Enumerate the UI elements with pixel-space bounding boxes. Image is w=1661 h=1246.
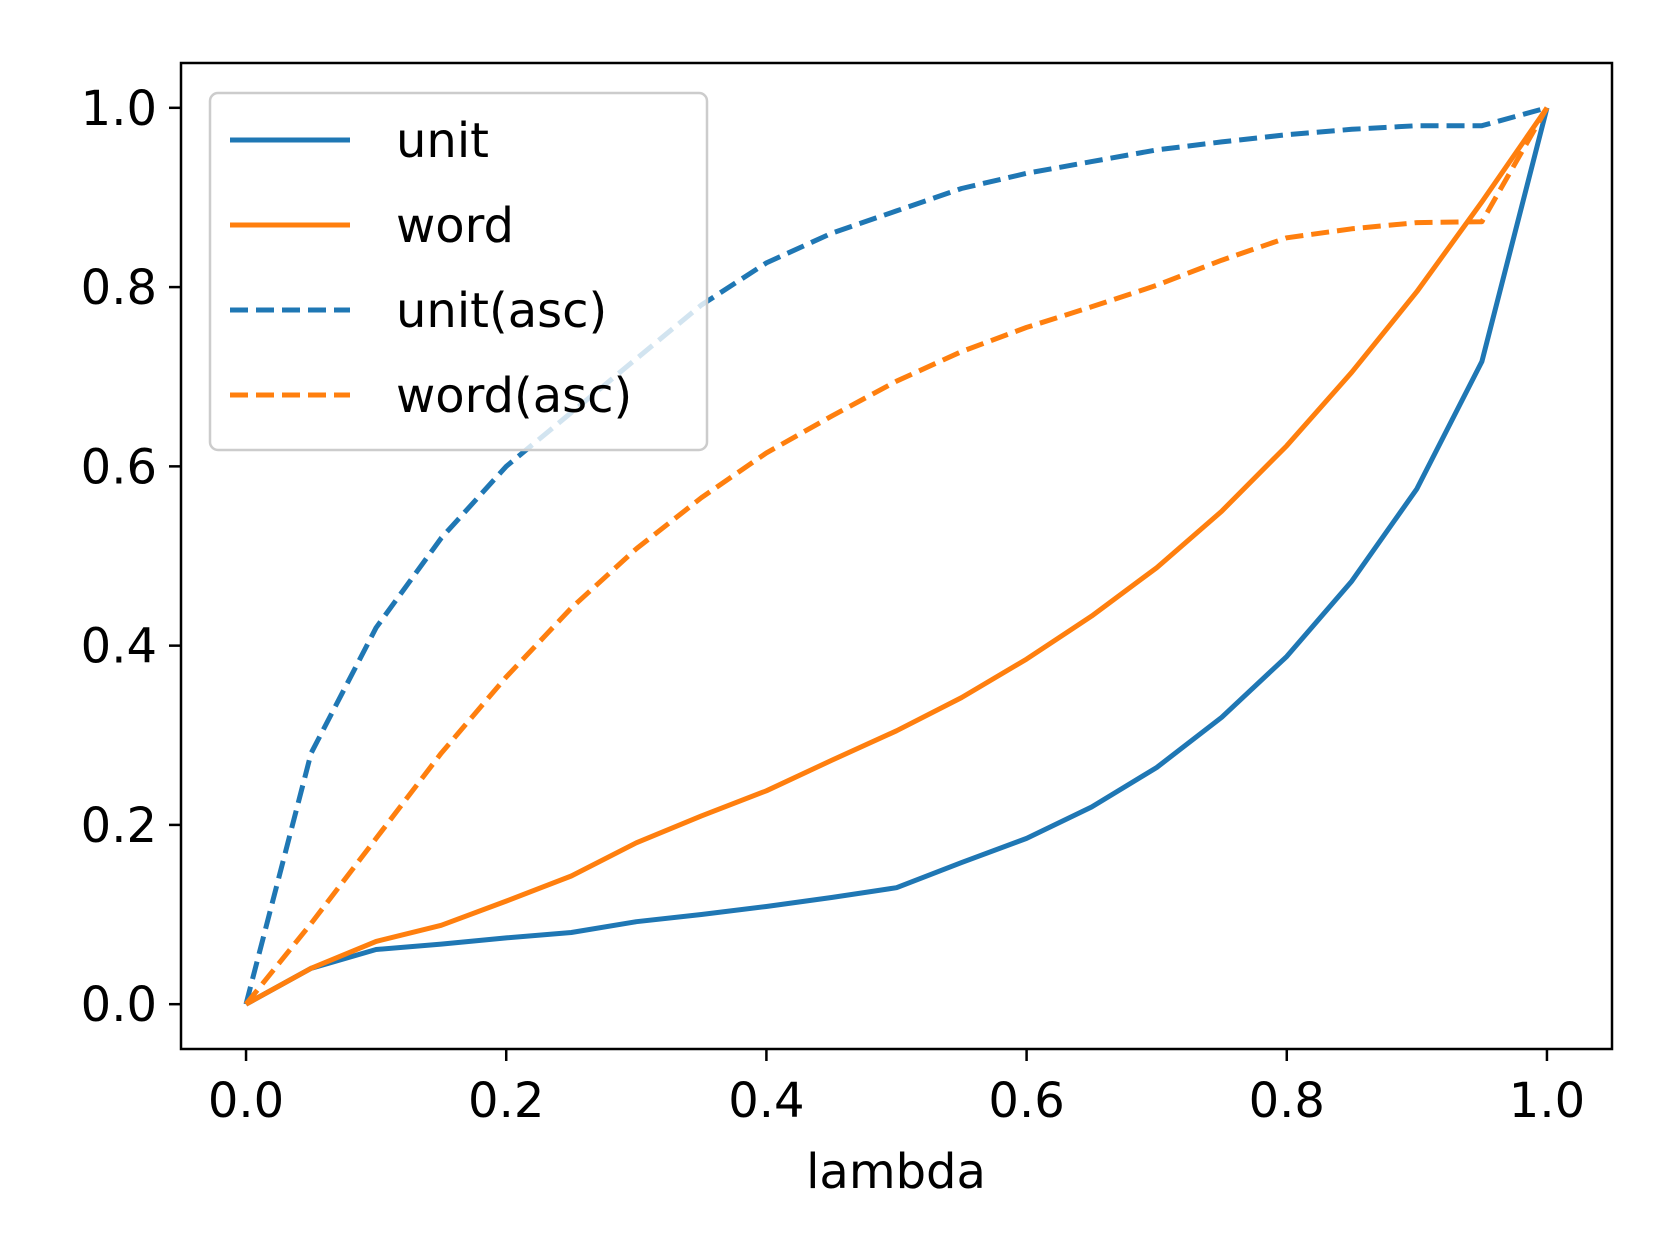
- x-axis-title: lambda: [806, 1144, 986, 1200]
- series-layer: [243, 105, 1550, 1007]
- x-axis: 0.0 0.2 0.4 0.6 0.8 1.0: [208, 1049, 1585, 1129]
- x-tick-label: 0.6: [988, 1073, 1064, 1129]
- legend-box: [208, 91, 709, 452]
- x-tick-label: 0.4: [728, 1073, 804, 1129]
- x-tick-label: 0.2: [468, 1073, 544, 1129]
- series-line-unit: [244, 107, 1550, 1007]
- y-tick-label: 1.0: [81, 81, 157, 137]
- y-tick-label: 0.0: [81, 977, 157, 1033]
- y-tick-label: 0.6: [81, 439, 157, 495]
- x-tick-label: 1.0: [1509, 1073, 1585, 1129]
- legend-label-unit-asc: unit(asc): [396, 283, 607, 339]
- x-tick-label: 0.8: [1249, 1073, 1325, 1129]
- legend-label-unit: unit: [396, 113, 489, 169]
- x-tick-label: 0.0: [208, 1073, 284, 1129]
- legend: unit word unit(asc) word(asc): [208, 91, 709, 452]
- series-line-word-asc: [244, 106, 1550, 1006]
- legend-label-word: word: [396, 198, 514, 254]
- y-tick-label: 0.8: [81, 260, 157, 316]
- legend-label-word-asc: word(asc): [396, 368, 632, 424]
- plot-frame: [179, 61, 1614, 1051]
- y-tick-label: 0.2: [81, 798, 157, 854]
- y-axis: 0.0 0.2 0.4 0.6 0.8 1.0: [81, 81, 181, 1033]
- series-line-unit-asc: [243, 105, 1548, 1005]
- y-tick-label: 0.4: [81, 619, 157, 675]
- series-line-word: [244, 106, 1550, 1007]
